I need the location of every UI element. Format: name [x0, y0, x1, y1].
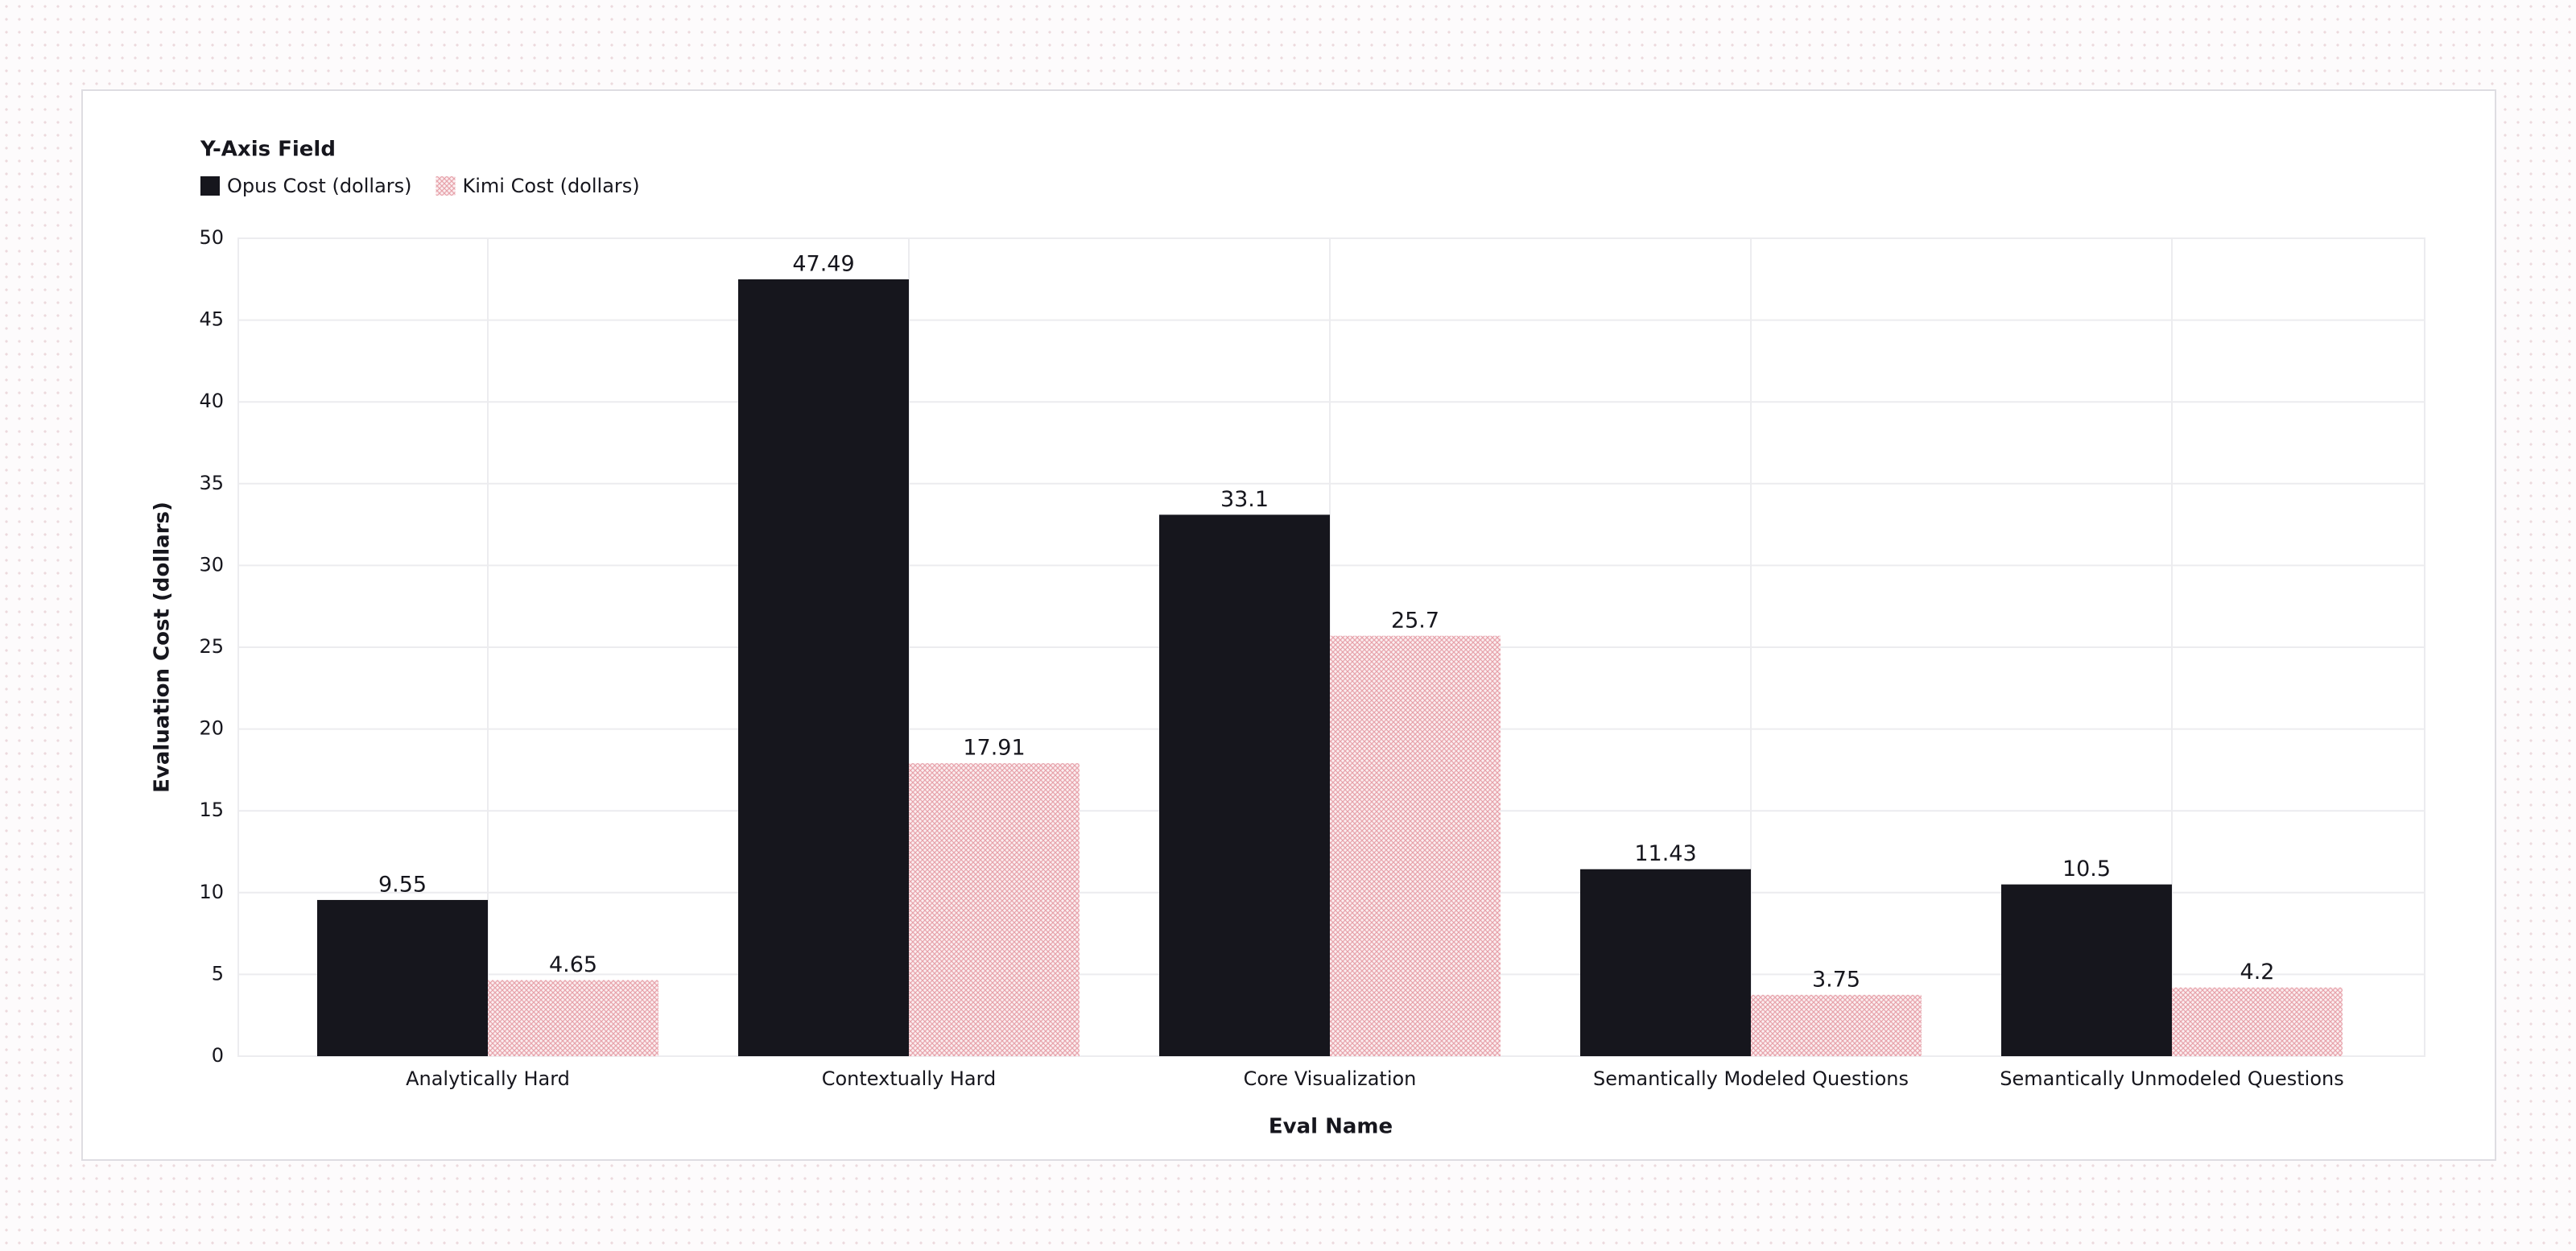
legend-title: Y-Axis Field — [200, 138, 336, 162]
y-tick-label: 20 — [199, 717, 224, 740]
y-tick-label: 50 — [199, 226, 224, 249]
y-tick-label: 10 — [199, 881, 224, 903]
y-tick-label: 15 — [199, 799, 224, 821]
y-tick-label: 25 — [199, 635, 224, 658]
bar — [317, 899, 488, 1056]
y-tick-label: 30 — [199, 553, 224, 576]
bar — [2001, 884, 2172, 1056]
y-tick-label: 0 — [212, 1044, 224, 1067]
y-tick-label: 5 — [212, 962, 224, 985]
legend-label: Kimi Cost (dollars) — [463, 175, 640, 197]
data-label: 25.7 — [1391, 608, 1439, 633]
data-label: 9.55 — [378, 872, 427, 897]
x-tick-label: Semantically Modeled Questions — [1593, 1067, 1909, 1090]
y-tick-label: 40 — [199, 390, 224, 412]
legend-swatch — [436, 176, 456, 196]
x-tick-label: Contextually Hard — [822, 1067, 997, 1090]
data-label: 11.43 — [1634, 841, 1696, 866]
bar — [1580, 869, 1751, 1056]
bar — [738, 279, 909, 1057]
bar — [1751, 994, 1922, 1056]
bar — [909, 763, 1080, 1056]
x-tick-label: Semantically Unmodeled Questions — [2000, 1067, 2343, 1090]
bar — [488, 980, 658, 1056]
data-label: 4.2 — [2240, 960, 2275, 985]
legend-label: Opus Cost (dollars) — [227, 175, 412, 197]
x-axis-title: Eval Name — [1269, 1115, 1393, 1139]
x-tick-label: Analytically Hard — [406, 1067, 570, 1090]
data-label: 17.91 — [963, 736, 1025, 761]
bar — [2172, 987, 2343, 1056]
bar — [1159, 514, 1330, 1056]
y-tick-label: 45 — [199, 308, 224, 331]
data-label: 10.5 — [2062, 857, 2111, 881]
data-label: 4.65 — [549, 952, 597, 977]
data-label: 3.75 — [1812, 967, 1860, 992]
x-tick-label: Core Visualization — [1244, 1067, 1417, 1090]
legend-swatch — [200, 176, 220, 196]
data-label: 33.1 — [1220, 487, 1269, 512]
data-label: 47.49 — [792, 252, 854, 277]
bar — [1330, 635, 1501, 1056]
y-tick-label: 35 — [199, 472, 224, 494]
y-axis-title: Evaluation Cost (dollars) — [151, 502, 175, 793]
